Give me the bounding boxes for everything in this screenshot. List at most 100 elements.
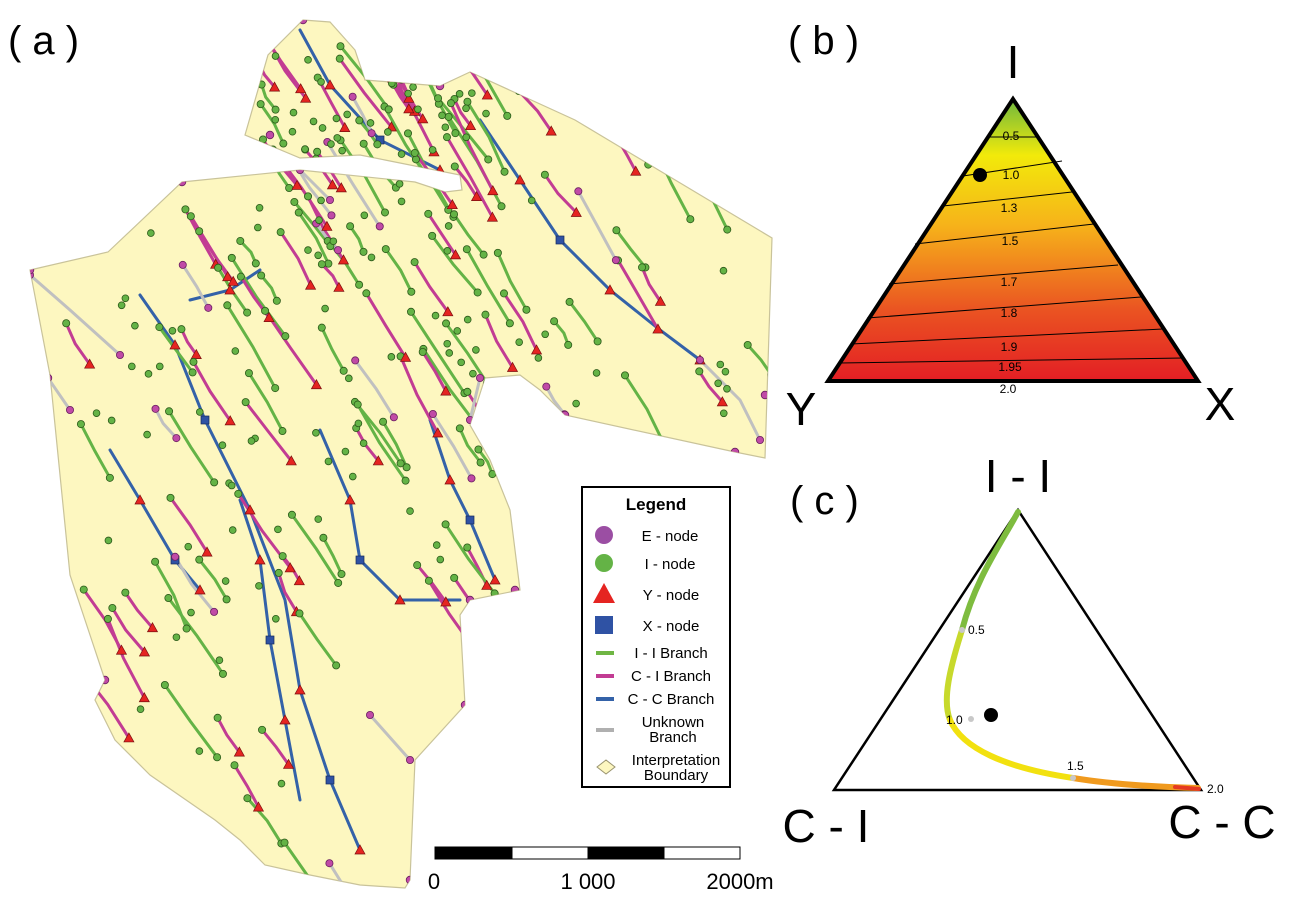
ci-branch-88 xyxy=(233,865,278,888)
i-node xyxy=(62,782,71,791)
i-node xyxy=(231,347,240,355)
i-node xyxy=(319,533,328,542)
i-node xyxy=(274,525,282,534)
i-node xyxy=(101,775,110,784)
e-node xyxy=(116,350,125,359)
ii-branch-5 xyxy=(741,154,766,194)
e-node xyxy=(389,413,398,422)
ci-branch-148 xyxy=(169,496,209,554)
e-node xyxy=(204,303,213,312)
scale-segment-1 xyxy=(434,846,513,860)
ii-branch-101 xyxy=(614,228,647,269)
i-node xyxy=(188,368,197,377)
i-node xyxy=(719,409,728,418)
scale-label-2000m: 2000m xyxy=(706,869,773,894)
i-node xyxy=(79,585,88,594)
y-node xyxy=(570,206,582,217)
y-node xyxy=(138,646,151,657)
i-node xyxy=(276,228,285,237)
i-node xyxy=(443,247,452,255)
y-node xyxy=(201,546,213,557)
ci-branch-134 xyxy=(392,79,436,154)
i-node xyxy=(272,614,280,623)
i-node xyxy=(309,117,318,126)
e-node xyxy=(265,130,275,140)
i-node xyxy=(341,447,350,456)
i-node xyxy=(177,325,186,334)
ci-branch-35 xyxy=(277,571,298,614)
ternary-b-vertex-top: I xyxy=(1007,36,1020,88)
i-node xyxy=(436,555,445,564)
ii-branch-42 xyxy=(260,83,277,112)
ii-branch-1 xyxy=(568,300,600,343)
i-node xyxy=(304,56,312,64)
ii-branch-41 xyxy=(356,403,408,483)
e-node xyxy=(352,909,359,915)
i-node xyxy=(381,245,390,254)
i-node xyxy=(565,297,574,306)
i-node xyxy=(317,323,326,332)
ci-branch-13 xyxy=(483,313,514,369)
y-node xyxy=(310,379,323,390)
i-node xyxy=(236,272,245,281)
i-node xyxy=(402,463,411,472)
ii-branch-67 xyxy=(225,303,277,390)
i-node xyxy=(345,374,353,383)
i-node xyxy=(256,100,265,109)
curve-label-1-5: 1.5 xyxy=(1067,759,1084,773)
i-node xyxy=(428,146,437,154)
e-node xyxy=(696,355,705,364)
y-node xyxy=(233,746,245,757)
y-node xyxy=(279,714,291,725)
i-node xyxy=(683,145,692,154)
i-node xyxy=(391,68,400,77)
ii-branch-60 xyxy=(245,796,283,845)
i-node xyxy=(103,614,112,623)
ci-branch-23 xyxy=(399,354,440,435)
i-node xyxy=(189,357,198,366)
y-node xyxy=(730,118,743,129)
i-node xyxy=(592,369,601,377)
i-node xyxy=(453,327,462,335)
y-node xyxy=(285,455,297,466)
i-node xyxy=(333,134,342,142)
e-node xyxy=(351,356,360,365)
ii-branch-34 xyxy=(259,102,285,145)
i-node xyxy=(265,39,274,48)
ci-branch-130 xyxy=(338,57,393,129)
ci-branch-100 xyxy=(216,716,241,754)
i-node xyxy=(104,536,113,545)
x-node xyxy=(325,775,335,785)
ci-branch-132 xyxy=(106,617,146,700)
i-node xyxy=(362,289,371,298)
i-node xyxy=(186,212,195,221)
unknown-edge-branch-2 xyxy=(298,168,332,202)
ii-branch-17 xyxy=(552,319,570,347)
e-node xyxy=(177,177,187,187)
y-node xyxy=(442,306,454,317)
unknown-edge-branch-0 xyxy=(30,273,122,357)
i-node xyxy=(476,458,485,467)
i-node xyxy=(304,192,313,201)
i-node xyxy=(442,133,451,142)
i-node xyxy=(463,387,472,396)
i-node xyxy=(102,729,111,738)
ci-branch-104 xyxy=(65,785,113,864)
i-node xyxy=(443,339,452,348)
legend-xnode-label: X - node xyxy=(643,618,700,635)
i-node xyxy=(493,248,502,257)
y-node xyxy=(502,644,514,655)
scale-label-1000: 1 000 xyxy=(560,869,615,894)
ii-branch-63 xyxy=(458,426,483,464)
i-node xyxy=(287,510,296,519)
ternary-c-outline xyxy=(831,507,1204,792)
i-node xyxy=(184,542,193,551)
i-node xyxy=(428,231,437,240)
y-node xyxy=(545,125,557,136)
i-node xyxy=(279,139,288,148)
i-node xyxy=(257,27,266,36)
i-node xyxy=(195,227,204,236)
e-node xyxy=(467,474,476,483)
i-node xyxy=(353,400,362,409)
ternary-b: 0.5 1.0 1.3 1.5 1.7 1.8 1.9 1.95 2.0 I Y… xyxy=(786,36,1236,435)
